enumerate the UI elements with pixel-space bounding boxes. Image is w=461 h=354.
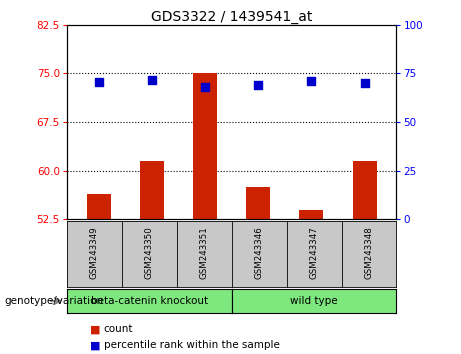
Text: GSM243347: GSM243347 [309, 227, 319, 279]
Text: GSM243346: GSM243346 [254, 227, 264, 279]
Text: percentile rank within the sample: percentile rank within the sample [104, 340, 280, 350]
Text: GSM243351: GSM243351 [200, 227, 209, 279]
Text: genotype/variation: genotype/variation [5, 296, 104, 306]
Bar [353, 161, 377, 219]
Text: count: count [104, 324, 133, 334]
Bar [140, 161, 164, 219]
Text: GSM243348: GSM243348 [365, 227, 373, 279]
Point [361, 80, 368, 86]
Point [254, 82, 262, 88]
Bar [300, 210, 323, 219]
Bar [193, 73, 217, 219]
Text: wild type: wild type [290, 296, 338, 306]
Bar [246, 187, 270, 219]
Text: beta-catenin knockout: beta-catenin knockout [91, 296, 208, 306]
Point [307, 78, 315, 84]
Text: ■: ■ [90, 340, 100, 350]
Text: ■: ■ [90, 324, 100, 334]
Title: GDS3322 / 1439541_at: GDS3322 / 1439541_at [151, 10, 313, 24]
Text: GSM243350: GSM243350 [145, 227, 154, 279]
Bar [87, 194, 111, 219]
Point [148, 78, 156, 83]
Point [95, 79, 102, 85]
Text: GSM243349: GSM243349 [90, 227, 99, 279]
Point [201, 84, 209, 90]
